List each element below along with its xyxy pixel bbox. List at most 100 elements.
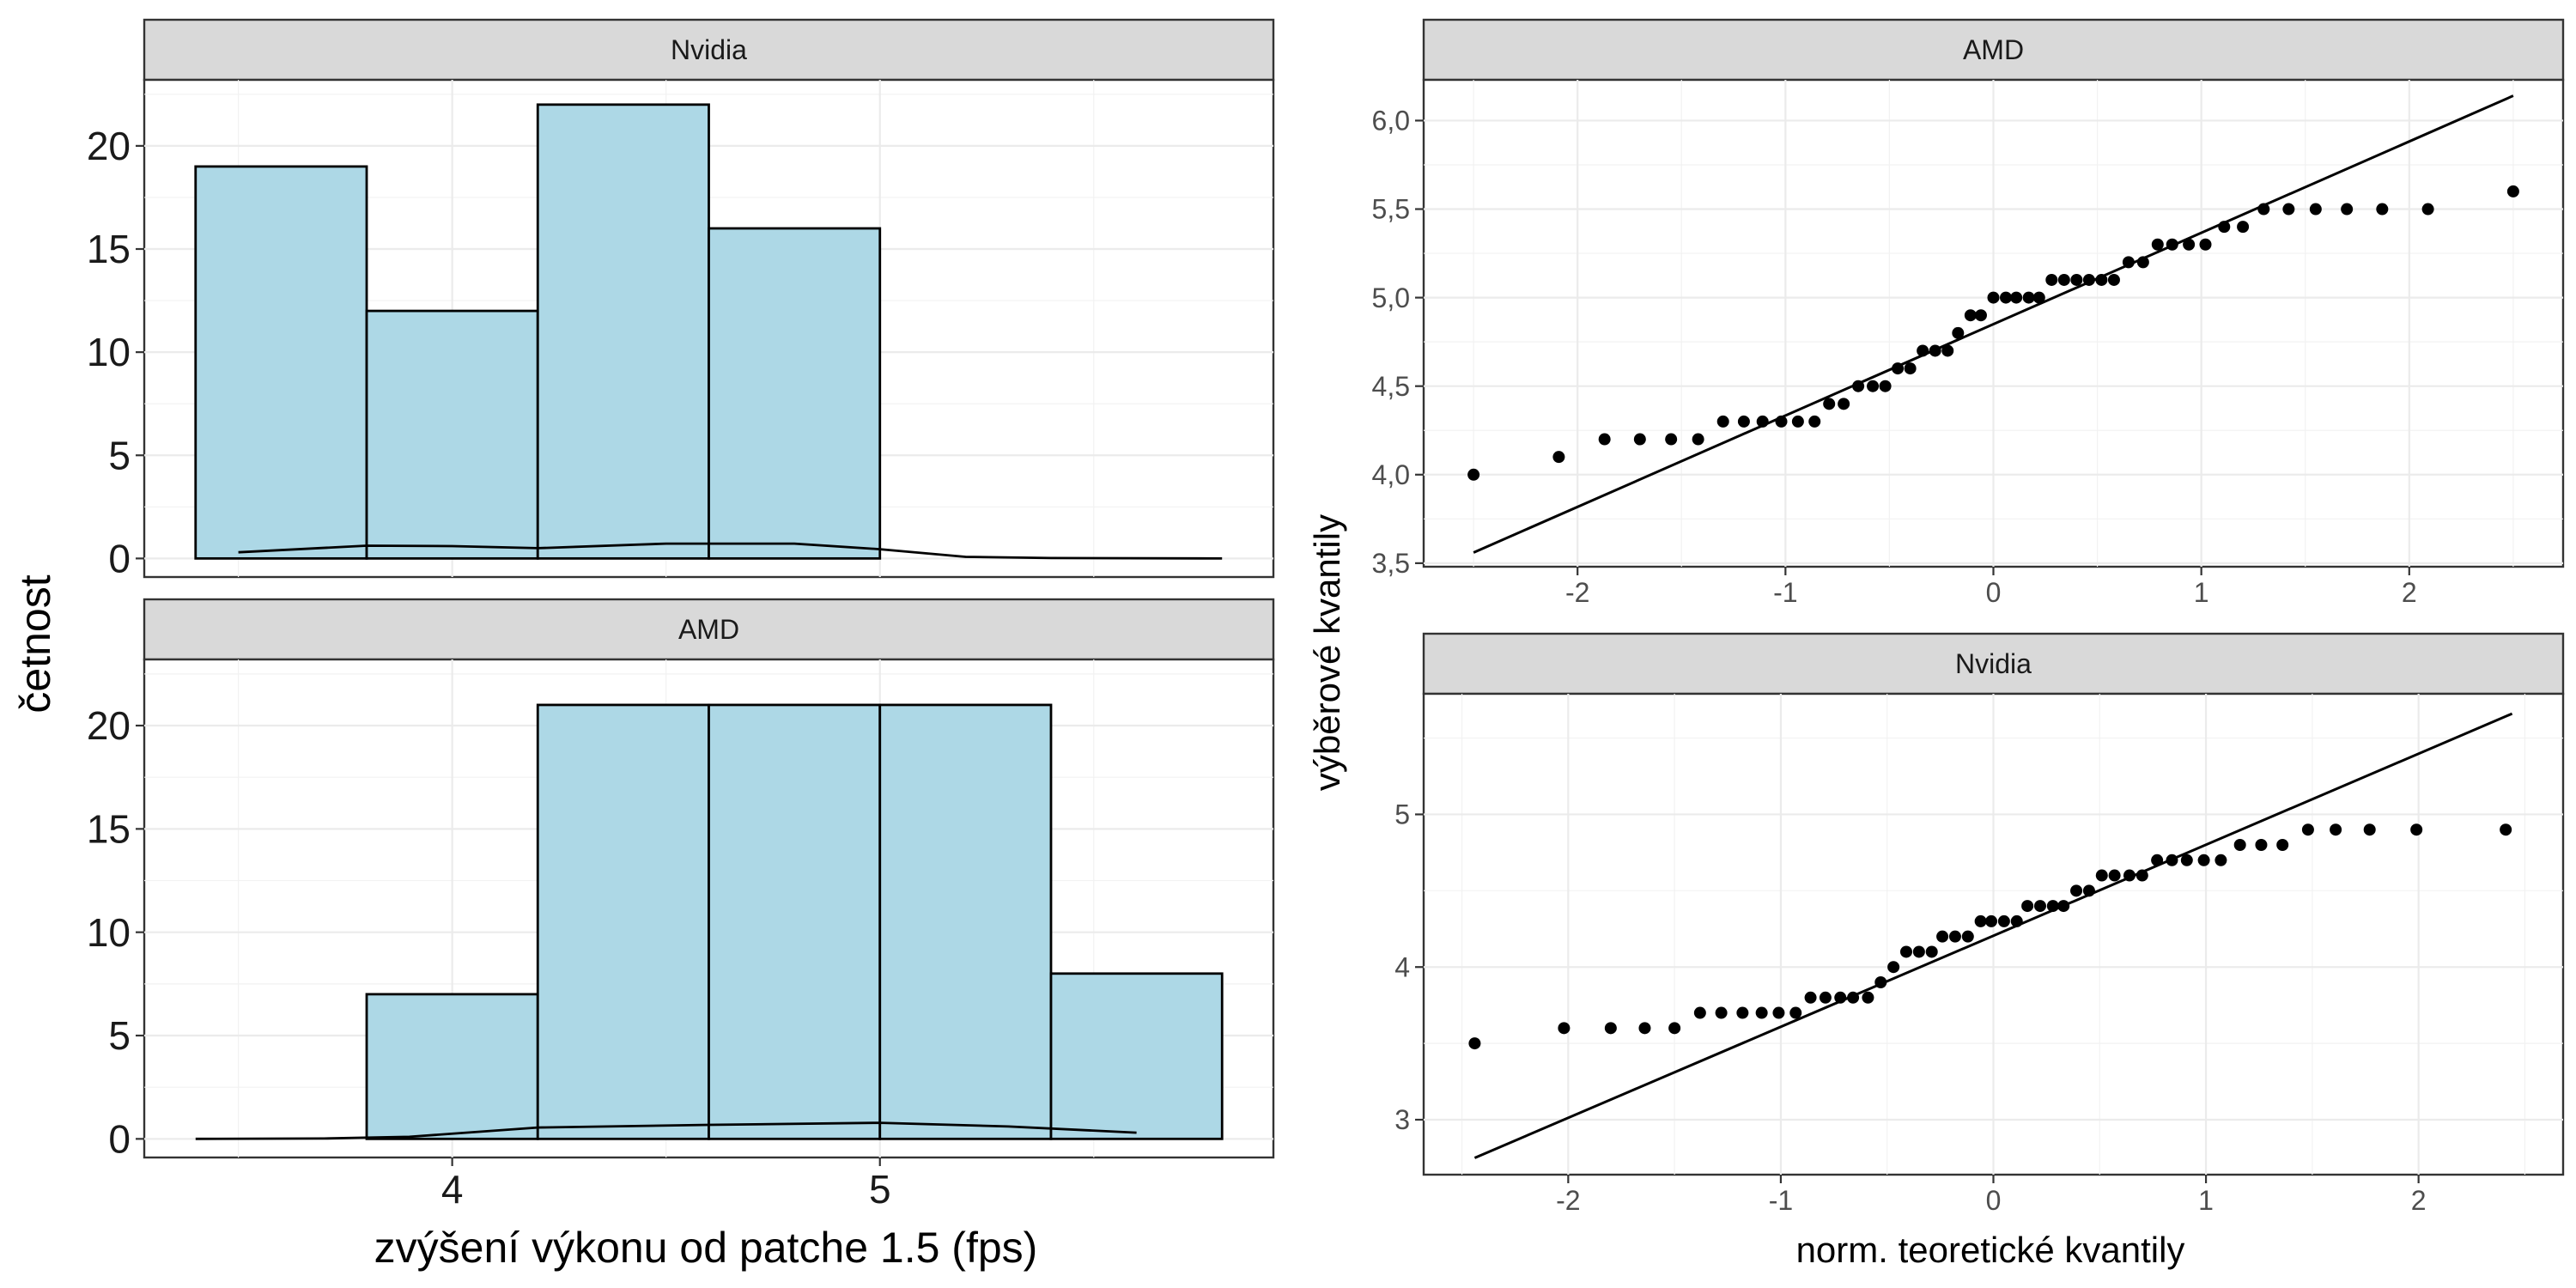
histogram-bar [365, 993, 539, 1140]
qq-point [2218, 221, 2231, 234]
qq-point [1716, 415, 1729, 428]
qq-point [1852, 380, 1865, 392]
qq-point [1775, 415, 1788, 428]
qq-point [2108, 869, 2121, 882]
qq-point [1964, 309, 1977, 322]
y-tick-label: 5 [1394, 799, 1410, 830]
qq-point [2341, 203, 2354, 216]
qq-point [2166, 238, 2178, 251]
qq-point [2046, 900, 2059, 913]
density-curve [238, 542, 1223, 560]
qq-point [1929, 344, 1941, 357]
qq-point [2506, 185, 2519, 197]
y-tick-label: 5,5 [1372, 194, 1410, 225]
qq-point [1668, 1022, 1681, 1035]
qq-point [1997, 914, 2010, 927]
qq-point [1912, 945, 1925, 958]
qq-point [2070, 273, 2083, 286]
y-tick-label: 3,5 [1372, 548, 1410, 579]
qq-point [2282, 203, 2295, 216]
qq-point [1638, 1022, 1651, 1035]
hist-x-axis-title: zvýšení výkonu od patche 1.5 (fps) [374, 1224, 1038, 1272]
y-tick-label: 10 [87, 330, 131, 374]
panel-3-nvidia: Nvidia 3 4 5 -2 -1 0 1 2 [1394, 632, 2565, 1216]
qq-point [2199, 238, 2212, 251]
qq-point [2309, 203, 2322, 216]
qq-point [2330, 823, 2342, 836]
gridlines [1424, 694, 2563, 1175]
qq-point [1834, 991, 1847, 1004]
y-tick-label: 15 [87, 227, 131, 271]
qq-point [2500, 823, 2512, 836]
qq-point [2180, 854, 2193, 866]
qq-point [1552, 451, 1565, 464]
qq-point [2022, 291, 2035, 304]
qq-point [2376, 203, 2389, 216]
x-tick-label: 0 [1986, 577, 2002, 608]
qq-point [2233, 839, 2246, 851]
qq-point [1862, 991, 1874, 1004]
histogram-bar [194, 165, 368, 560]
qq-point [1692, 433, 1704, 446]
qq-point [1941, 344, 1954, 357]
qq-point [1887, 961, 1900, 974]
qq-point [2183, 238, 2196, 251]
qq-point [2421, 203, 2434, 216]
qq-point [1987, 291, 2000, 304]
qq-point [2082, 884, 2095, 897]
y-tick-label: 20 [87, 703, 131, 748]
y-tick-label: 20 [87, 124, 131, 168]
hist-y-axis-title: četnost [11, 574, 59, 713]
bars [365, 703, 1224, 1140]
qq-point [2082, 273, 2095, 286]
histogram-bar [536, 703, 710, 1140]
qq-point [1847, 991, 1860, 1004]
x-tick-label: -2 [1556, 1185, 1580, 1216]
qq-point [1952, 326, 1965, 339]
y-tick-label: 3 [1394, 1104, 1410, 1135]
qq-point [1791, 415, 1804, 428]
qq-point [2276, 839, 2289, 851]
qq-reference-line [1473, 94, 2514, 554]
qq-point [2166, 854, 2178, 866]
qq-point [1468, 1037, 1481, 1050]
panel-1-amd: AMD 0 5 10 15 20 4 5 [87, 598, 1275, 1212]
qq-point [2151, 854, 2164, 866]
x-tick-label: 1 [2194, 577, 2209, 608]
qq-point [2095, 273, 2108, 286]
qq-point [1736, 1006, 1749, 1019]
qq-point [1917, 344, 1929, 357]
qq-point [1823, 398, 1836, 410]
y-tick-label: 10 [87, 910, 131, 955]
y-tick-label: 15 [87, 806, 131, 851]
qq-point [1985, 914, 1998, 927]
facet-strip [1422, 632, 2565, 696]
qq-point [1715, 1006, 1728, 1019]
qq-point [2363, 823, 2376, 836]
y-tick-label: 4,5 [1372, 371, 1410, 402]
qq-point [2010, 291, 2023, 304]
y-tick-label: 5 [108, 1013, 131, 1058]
x-tick-label: 2 [2402, 577, 2417, 608]
qq-point [1808, 415, 1821, 428]
density-curve [195, 1121, 1137, 1140]
qq-point [1633, 433, 1646, 446]
qq-point [2151, 238, 2164, 251]
x-tick-label: -2 [1565, 577, 1589, 608]
y-tick-label: 0 [108, 1116, 131, 1161]
qq-point [1789, 1006, 1802, 1019]
qq-point [1904, 362, 1917, 375]
qq-point [2010, 914, 2023, 927]
histogram-bar [365, 309, 539, 560]
facet-strip-label: Nvidia [1955, 648, 2032, 679]
histogram-bar [536, 103, 710, 560]
qq-point [2000, 291, 2013, 304]
y-tick-label: 4 [1394, 951, 1410, 982]
qq-point [2057, 900, 2070, 913]
qq-point [1755, 1006, 1768, 1019]
qq-point [2237, 221, 2250, 234]
facet-strip [143, 18, 1275, 82]
qq-point [1604, 1022, 1617, 1035]
qq-point [1737, 415, 1750, 428]
